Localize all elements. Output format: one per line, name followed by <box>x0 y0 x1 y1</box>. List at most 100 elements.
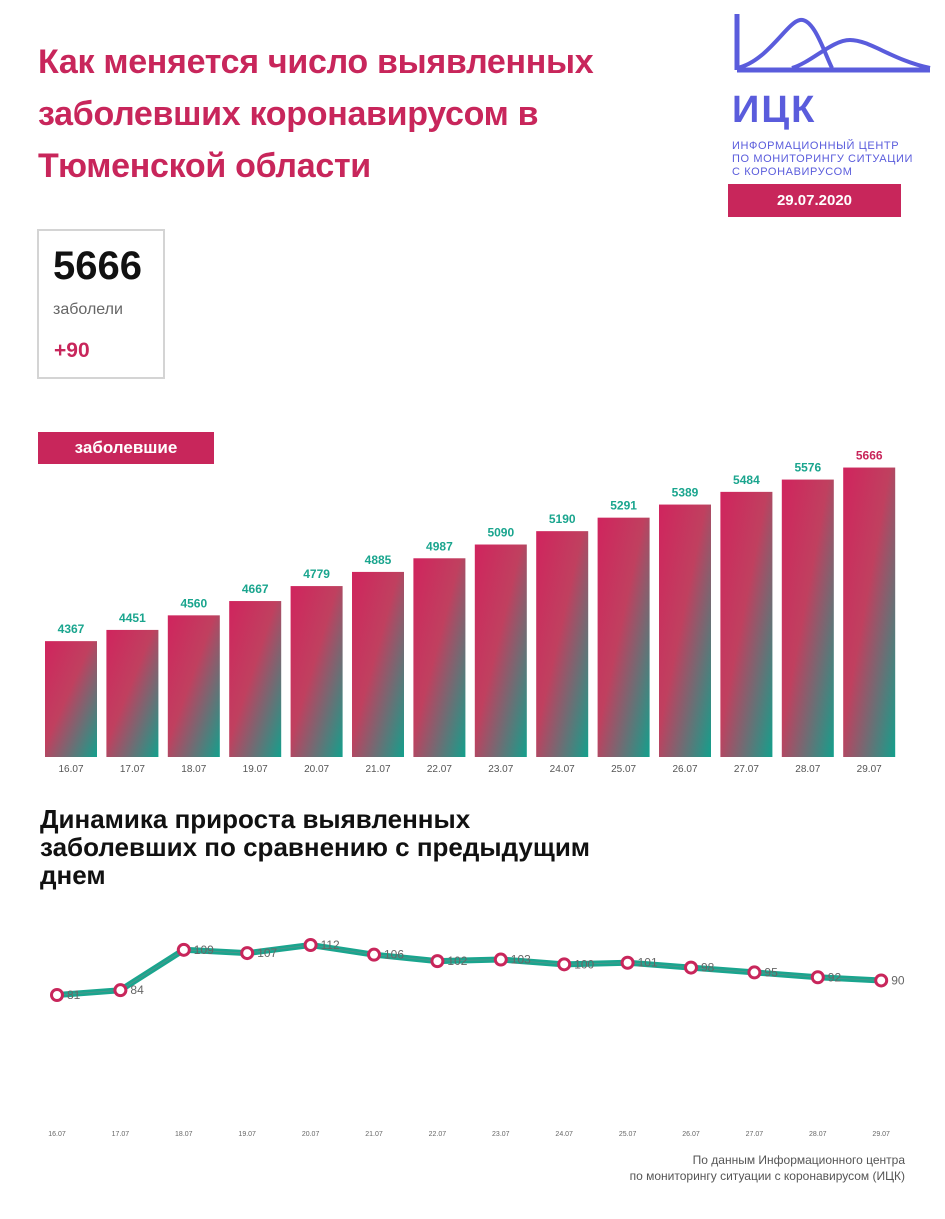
bar-value-label: 4451 <box>119 611 146 625</box>
point-17.07 <box>113 983 128 998</box>
bar-23.07 <box>474 544 527 757</box>
bar-21.07 <box>352 571 404 757</box>
x-tick-label: 28.07 <box>795 764 820 775</box>
bar-22.07 <box>413 558 466 757</box>
logo-subtitle: ИНФОРМАЦИОННЫЙ ЦЕНТР ПО МОНИТОРИНГУ СИТУ… <box>732 140 913 178</box>
logo: ИЦК ИНФОРМАЦИОННЫЙ ЦЕНТР ПО МОНИТОРИНГУ … <box>732 12 932 178</box>
line-chart-title: Динамика прироста выявленных заболевших … <box>40 804 591 890</box>
point-value-label: 103 <box>511 953 531 967</box>
growth-line-shade <box>56 944 882 996</box>
x-tick-label: 18.07 <box>175 1131 193 1138</box>
point-value-label: 109 <box>194 943 214 957</box>
bar-26.07 <box>659 504 711 757</box>
x-tick-label: 18.07 <box>181 764 206 775</box>
x-tick-label: 27.07 <box>734 764 759 775</box>
x-tick-label: 20.07 <box>302 1131 320 1138</box>
point-value-label: 90 <box>891 973 905 987</box>
source-note: По данным Информационного центра по мони… <box>629 1153 905 1183</box>
point-19.07 <box>240 946 255 961</box>
x-tick-label: 26.07 <box>682 1131 700 1138</box>
point-value-label: 101 <box>638 956 658 970</box>
x-tick-label: 17.07 <box>112 1131 130 1138</box>
bar-value-label: 5666 <box>856 449 883 463</box>
point-18.07 <box>176 942 191 957</box>
x-tick-label: 28.07 <box>809 1131 827 1138</box>
bar-19.07 <box>229 601 282 757</box>
bar-16.07 <box>45 641 97 757</box>
point-value-label: 92 <box>828 970 842 984</box>
bar-28.07 <box>781 479 834 757</box>
series-legend-badge: заболевшие <box>38 432 214 464</box>
x-tick-label: 17.07 <box>120 764 145 775</box>
x-tick-label: 29.07 <box>872 1131 890 1138</box>
point-26.07 <box>684 960 698 975</box>
point-value-label: 100 <box>574 957 594 971</box>
point-25.07 <box>620 955 635 970</box>
bar-25.07 <box>597 517 650 757</box>
bar-18.07 <box>167 615 220 757</box>
point-23.07 <box>493 952 508 967</box>
x-tick-label: 23.07 <box>492 1131 510 1138</box>
logo-wave-icon <box>734 14 931 73</box>
x-tick-label: 21.07 <box>365 764 390 775</box>
bar-value-label: 4885 <box>365 553 392 567</box>
bar-value-label: 5291 <box>610 499 637 513</box>
x-tick-label: 22.07 <box>429 1131 447 1138</box>
point-28.07 <box>810 970 825 985</box>
bar-20.07 <box>290 586 343 757</box>
point-20.07 <box>303 938 318 952</box>
x-tick-label: 25.07 <box>611 764 636 775</box>
point-value-label: 81 <box>67 988 81 1002</box>
point-value-label: 107 <box>257 946 277 960</box>
x-tick-label: 25.07 <box>619 1131 637 1138</box>
bar-value-label: 4779 <box>303 567 330 581</box>
point-29.07 <box>874 973 889 988</box>
point-value-label: 84 <box>130 983 144 997</box>
bar-value-label: 5090 <box>487 526 514 540</box>
total-cases-value: 5666 <box>53 244 142 288</box>
point-24.07 <box>557 957 572 972</box>
point-21.07 <box>367 947 381 962</box>
point-value-label: 95 <box>764 965 778 979</box>
x-tick-label: 29.07 <box>857 764 882 775</box>
bar-29.07 <box>843 467 896 757</box>
point-value-label: 102 <box>447 954 467 968</box>
x-tick-label: 19.07 <box>243 764 268 775</box>
cumulative-cases-bar-chart: 4367 16.07 4451 17.07 4560 18.07 4667 19.07 4779… <box>45 449 896 775</box>
bar-value-label: 5389 <box>672 486 699 500</box>
summary-card: 5666 заболели +90 <box>37 229 165 379</box>
x-tick-label: 26.07 <box>672 764 697 775</box>
x-tick-label: 24.07 <box>555 1131 573 1138</box>
x-tick-label: 23.07 <box>488 764 513 775</box>
bar-17.07 <box>106 629 159 757</box>
x-tick-label: 16.07 <box>48 1131 66 1138</box>
daily-growth-line-chart: 81 16.07 84 17.07 109 18.07 107 19.07 112 20.07 10… <box>48 938 905 1138</box>
point-22.07 <box>430 954 445 969</box>
bar-value-label: 4560 <box>180 596 207 610</box>
date-badge: 29.07.2020 <box>728 184 901 217</box>
logo-abbreviation: ИЦК <box>732 89 817 131</box>
x-tick-label: 24.07 <box>550 764 575 775</box>
point-value-label: 98 <box>701 961 715 975</box>
bar-value-label: 4667 <box>242 582 269 596</box>
point-value-label: 106 <box>384 948 404 962</box>
bar-value-label: 4367 <box>58 622 85 636</box>
page-title: Как меняется число выявленных заболевших… <box>38 43 594 185</box>
x-tick-label: 19.07 <box>238 1131 256 1138</box>
bar-27.07 <box>720 491 773 757</box>
x-tick-label: 21.07 <box>365 1131 383 1138</box>
point-27.07 <box>747 965 762 980</box>
bar-value-label: 5484 <box>733 473 760 487</box>
point-16.07 <box>50 988 64 1002</box>
point-value-label: 112 <box>321 938 340 952</box>
total-cases-label: заболели <box>53 301 123 318</box>
x-tick-label: 20.07 <box>304 764 329 775</box>
bar-value-label: 5190 <box>549 512 576 526</box>
bar-value-label: 5576 <box>794 461 821 475</box>
x-tick-label: 16.07 <box>58 764 83 775</box>
x-tick-label: 27.07 <box>746 1131 764 1138</box>
x-tick-label: 22.07 <box>427 764 452 775</box>
daily-delta-value: +90 <box>54 339 90 362</box>
bar-value-label: 4987 <box>426 539 453 553</box>
bar-24.07 <box>536 531 589 757</box>
